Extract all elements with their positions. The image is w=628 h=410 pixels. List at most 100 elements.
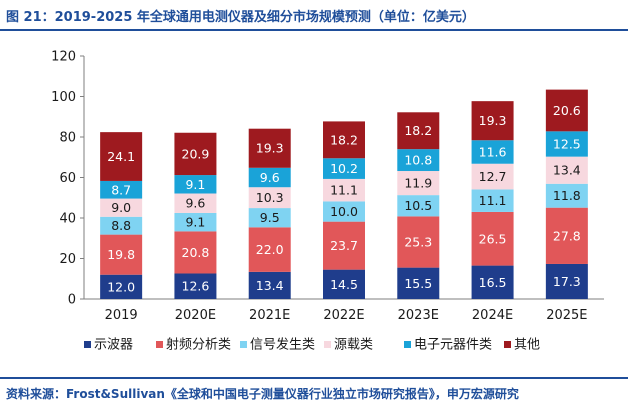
bar-segment [174,212,217,232]
y-tick-label: 0 [68,293,76,308]
bar-segment [323,178,365,202]
bar-segment [471,265,514,299]
data-label: 13.4 [553,163,581,178]
bar-segment [323,269,365,299]
bar-segment [545,263,588,299]
data-label: 18.2 [330,132,358,147]
data-label: 26.5 [479,231,507,246]
data-label: 16.5 [479,275,507,290]
bar-segment [323,221,365,270]
x-tick-label: 2022E [323,308,364,323]
data-label: 19.3 [256,141,284,156]
y-tick-label: 100 [51,90,76,105]
axis-layer: 0 20 40 60 80 100 120 2019 2020E 2021E 2022E 2023E 2… [51,50,604,323]
bar-segment [174,132,217,176]
bar-segment [545,156,588,184]
data-label: 10.2 [330,161,358,176]
bar-segment [545,207,588,264]
data-label: 13.4 [256,278,284,293]
bar-layer [100,89,588,299]
data-label: 9.1 [185,177,205,192]
data-label: 9.1 [185,215,205,230]
x-tick-label: 2025E [546,308,587,323]
data-label: 9.0 [111,200,131,215]
bar-segment [100,198,143,217]
legend-item: 示波器 [84,338,133,353]
legend-item: 射频分析类 [156,337,231,353]
legend-label: 信号发生类 [250,337,315,353]
bar-segment [248,227,291,272]
data-label: 20.8 [182,245,210,260]
bar-segment [545,131,588,157]
data-label: 11.1 [479,193,507,208]
source-rule [0,377,628,379]
data-label: 19.3 [479,113,507,128]
bar-segment [397,112,440,150]
bar-segment [397,149,440,172]
x-tick-label: 2024E [472,308,513,323]
bar-segment [100,274,143,299]
legend-item: 电子元器件类 [404,338,492,353]
data-label: 8.8 [111,218,131,233]
data-label: 20.6 [553,103,581,118]
bar-segment [471,163,514,190]
bar-segment [397,171,440,196]
data-label: 11.6 [479,144,507,159]
bar-segment [323,121,365,159]
data-label: 10.0 [330,204,358,219]
data-label: 18.2 [404,123,432,138]
data-label: 20.9 [182,146,210,161]
bar-segment [397,267,440,299]
legend-swatch [404,341,411,348]
legend-label: 源载类 [334,338,373,353]
data-label: 15.5 [404,276,432,291]
x-tick-label: 2021E [249,308,290,323]
legend-label: 其他 [514,338,540,353]
bar-segment [323,201,365,222]
bar-segment [174,175,217,194]
bar-segment [248,128,291,168]
data-label: 14.5 [330,277,358,292]
data-label: 11.1 [330,183,358,198]
bar-segment [174,273,217,299]
data-label: 9.6 [260,170,280,185]
bar-segment [100,234,143,275]
data-label: 24.1 [107,149,135,164]
y-tick-label: 60 [59,171,76,186]
bar-segment [248,271,291,299]
data-label: 11.9 [404,176,432,191]
legend-item: 其他 [504,338,540,353]
y-tick-label: 120 [51,50,76,65]
chart-title: 图 21：2019-2025 年全球通用电测仪器及细分市场规模预测（单位：亿美元… [6,10,475,25]
legend-swatch [324,341,331,348]
bar-segment [471,101,514,141]
bar-segment [248,167,291,188]
bar-segment [545,89,588,132]
bar-segment [471,140,514,164]
bar-segment [100,216,143,235]
bar-segment [323,158,365,179]
y-tick-label: 80 [59,131,76,146]
legend-label: 电子元器件类 [414,338,492,353]
data-label: 11.8 [553,188,581,203]
x-tick-label: 2020E [175,308,216,323]
y-tick-label: 20 [59,252,76,267]
data-label: 12.6 [182,279,210,294]
x-tick-label: 2019 [105,308,138,323]
bar-segment [100,132,143,181]
data-label: 10.8 [404,153,432,168]
data-label: 8.7 [111,182,131,197]
data-label: 9.6 [185,196,205,211]
bar-segment [174,231,217,274]
data-label: 10.5 [404,198,432,213]
legend-item: 信号发生类 [240,337,315,353]
data-label: 12.0 [107,279,135,294]
x-tick-label: 2023E [398,308,439,323]
y-tick-label: 40 [59,212,76,227]
bar-segment [100,180,143,199]
legend-swatch [84,341,91,348]
data-label: 23.7 [330,238,358,253]
data-label: 17.3 [553,274,581,289]
data-label: 12.5 [553,136,581,151]
